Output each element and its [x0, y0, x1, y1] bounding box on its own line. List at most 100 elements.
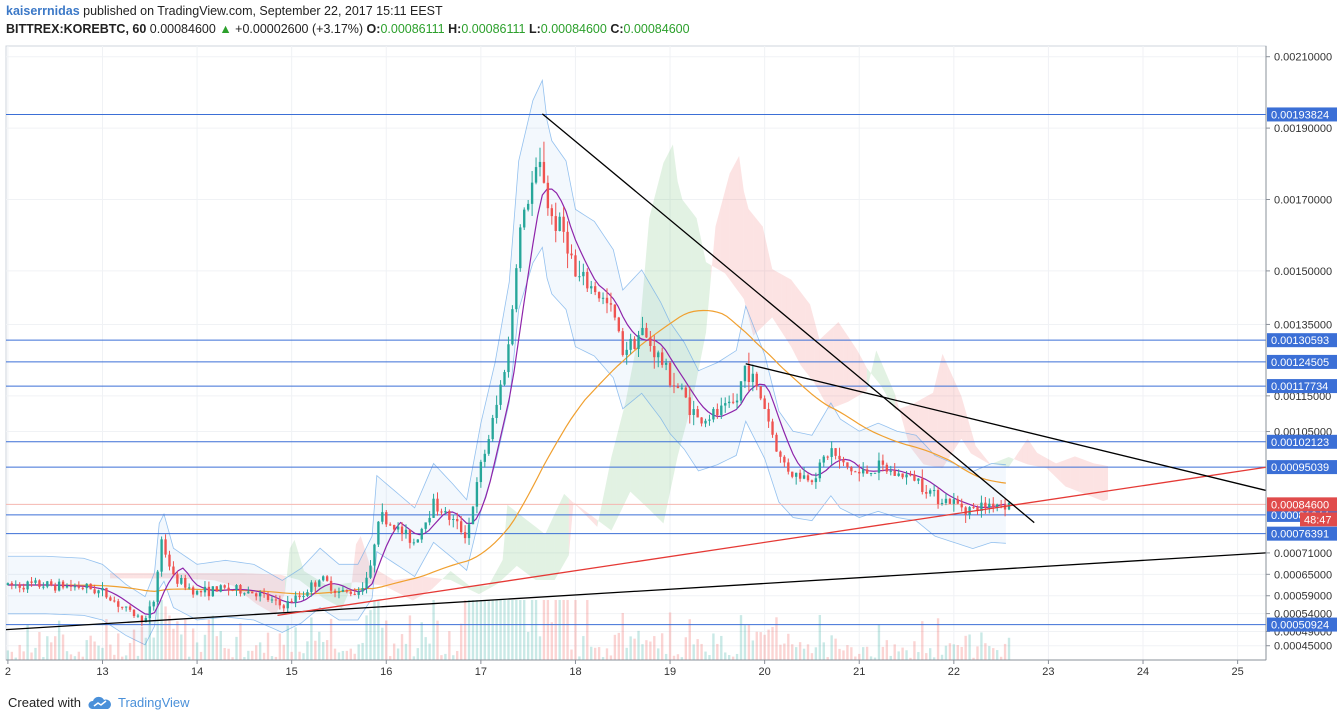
cloud-segment [299, 555, 304, 584]
price-change: +0.00002600 (+3.17%) [235, 22, 364, 36]
cloud-segment [223, 572, 229, 585]
cloud-segment [1046, 458, 1052, 473]
candle-body [353, 593, 356, 595]
cloud-segment [833, 322, 839, 408]
candle-body [302, 595, 305, 598]
level-label: 0.00076391 [1271, 529, 1329, 541]
cloud-segment [166, 572, 172, 579]
candle-body [239, 585, 242, 594]
candle-body [73, 586, 77, 588]
volume-bar [889, 655, 892, 660]
candle-body [262, 592, 266, 594]
cloud-segment [214, 572, 219, 582]
volume-bar [30, 652, 33, 660]
x-tick-label: 14 [191, 666, 203, 678]
volume-bar [846, 645, 849, 660]
volume-bar [420, 622, 423, 660]
symbol-label[interactable]: BITTREX:KOREBTC, 60 [6, 22, 147, 36]
candle-body [704, 420, 707, 424]
cloud-segment [535, 526, 541, 581]
y-tick-label: 0.00065000 [1274, 569, 1332, 581]
volume-bar [6, 650, 10, 660]
level-label-bg [1267, 354, 1337, 369]
candle-body [625, 349, 628, 355]
author-link[interactable]: kaiserrnidas [6, 4, 80, 18]
volume-bar [227, 648, 230, 660]
volume-bar [97, 645, 100, 660]
level-label: 0.00193824 [1271, 109, 1329, 121]
cloud-segment [828, 326, 834, 410]
volume-bar [629, 636, 632, 660]
candle-body [826, 456, 829, 458]
candle-body [692, 409, 695, 416]
cloud-segment [909, 403, 915, 453]
candle-body [286, 601, 289, 609]
candle-body [6, 583, 10, 586]
candle-body [207, 586, 211, 597]
volume-bar [306, 641, 309, 660]
volume-bar [566, 600, 569, 660]
volume-bar [913, 641, 916, 660]
candle-body [184, 577, 187, 588]
candle-body [487, 439, 490, 454]
cloud-segment [1008, 457, 1014, 467]
candle-body [538, 161, 542, 168]
candle-body [814, 478, 818, 483]
cloud-segment [124, 572, 129, 579]
volume-bar [885, 640, 889, 660]
candle-body [81, 587, 84, 589]
cloud-segment [360, 535, 366, 584]
volume-bar [1003, 643, 1007, 660]
candle-body [294, 595, 297, 603]
bollinger-upper [7, 78, 1006, 598]
cloud-segment [970, 429, 976, 457]
volume-bar [692, 644, 695, 660]
volume-bar [140, 626, 144, 660]
cloud-segment [734, 155, 740, 293]
volume-bar [905, 650, 908, 660]
volume-bar [688, 619, 691, 660]
cloud-segment [729, 164, 735, 287]
volume-bar [38, 632, 41, 660]
plot-area [5, 45, 1267, 661]
volume-bar [542, 600, 546, 660]
cloud-segment [606, 457, 612, 531]
cloud-segment [573, 502, 579, 508]
cloud-segment [578, 505, 584, 513]
y-tick-label: 0.00170000 [1274, 195, 1332, 207]
volume-bar [747, 624, 751, 660]
candle-body [909, 474, 912, 476]
volume-bar [357, 644, 360, 660]
cloud-segment [758, 220, 763, 332]
x-tick-label: 13 [96, 666, 108, 678]
volume-bar [456, 650, 459, 660]
tradingview-brand[interactable]: TradingView [118, 695, 190, 710]
y-tick-label: 0.00059000 [1274, 591, 1332, 603]
candle-body [223, 585, 226, 588]
volume-bar [574, 600, 577, 660]
volume-bar [976, 646, 979, 660]
cloud-segment [762, 226, 768, 327]
candle-body [314, 582, 317, 587]
volume-bar [247, 650, 250, 660]
candle-body [570, 253, 573, 256]
candle-body [475, 482, 479, 507]
volume-bar [554, 600, 557, 660]
price-chart[interactable]: 0.00210000 0.00190000 0.00170000 0.00150000… [0, 44, 1344, 686]
cloud-segment [838, 322, 844, 406]
volume-bar [349, 648, 352, 660]
cloud-segment [663, 153, 669, 524]
x-tick-label: 23 [1042, 666, 1054, 678]
candle-body [637, 335, 640, 349]
candle-body [862, 469, 865, 474]
candle-body [322, 576, 325, 581]
candle-body [558, 216, 561, 231]
candle-body [925, 491, 928, 494]
volume-bar [211, 615, 215, 660]
volume-bar [708, 655, 711, 660]
volume-bar [712, 633, 715, 660]
volume-bar [184, 619, 187, 660]
volume-bar [751, 640, 755, 660]
candle-body [215, 586, 218, 592]
volume-bar [188, 656, 191, 660]
